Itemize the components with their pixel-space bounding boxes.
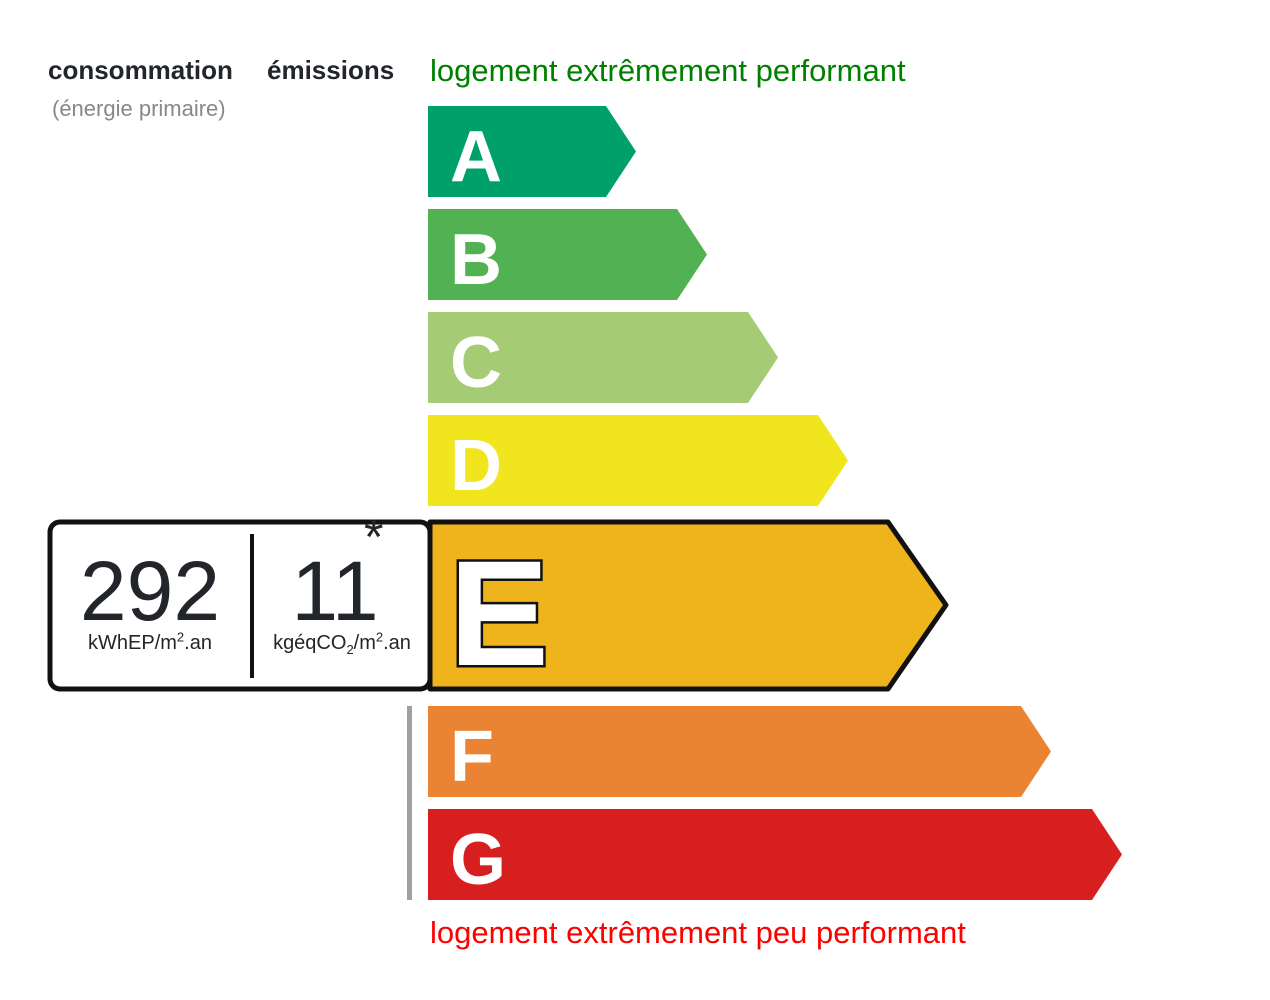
emissions-value: 11	[291, 544, 379, 638]
class-letter-D: D	[450, 426, 502, 506]
class-letter-E: E	[449, 529, 549, 697]
class-letter-C: C	[450, 323, 502, 403]
scale-bracket	[407, 706, 412, 900]
class-bar-F	[428, 706, 1051, 797]
class-bar-G	[428, 809, 1122, 900]
consumption-header: consommation	[48, 55, 233, 85]
emissions-unit: kgéqCO2/m2.an	[273, 629, 411, 657]
primary-energy-note: (énergie primaire)	[52, 96, 226, 121]
class-bar-E	[427, 519, 949, 692]
asterisk: *	[364, 509, 384, 565]
best-performance-label: logement extrêmement performant	[430, 53, 906, 88]
class-letter-G: G	[450, 820, 506, 900]
class-letter-B: B	[450, 220, 502, 300]
consumption-value: 292	[79, 544, 221, 638]
class-bar-C	[428, 312, 778, 403]
consumption-unit: kWhEP/m2.an	[88, 629, 212, 654]
worst-performance-label: logement extrêmement peu performant	[430, 915, 966, 950]
class-bar-B	[428, 209, 707, 300]
class-letter-A: A	[450, 117, 502, 197]
class-letter-F: F	[450, 717, 494, 797]
class-bar-D	[428, 415, 848, 506]
emissions-header: émissions	[267, 55, 395, 85]
current-values-box: 292 kWhEP/m2.an 11 * kgéqCO2/m2.an	[48, 509, 430, 691]
class-bar-A	[428, 106, 636, 197]
